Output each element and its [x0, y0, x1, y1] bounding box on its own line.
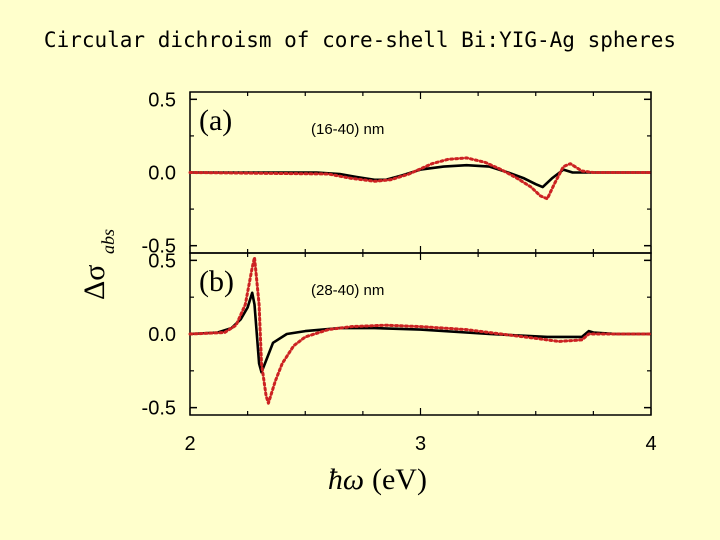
x-tick-label: 3 — [415, 433, 426, 455]
y-tick-label: 0.0 — [148, 163, 176, 185]
y-axis-subscript: abs — [98, 229, 118, 254]
y-tick-label: 0.5 — [148, 89, 176, 111]
panel-label: (a) — [199, 104, 232, 137]
panel-size-note: (16-40) nm — [311, 121, 384, 138]
panel-label: (b) — [199, 265, 234, 298]
x-tick-label: 2 — [184, 433, 195, 455]
x-axis-unit: (eV) — [372, 463, 427, 496]
x-tick-label: 4 — [645, 433, 656, 455]
series-line-dotted — [188, 156, 653, 201]
series-line-dotted — [188, 255, 653, 405]
plot-layer: 0.5 0.0 -0.5 (a) (16-40) nm 0.5 0.0 -0.5 (b) (28-… — [78, 89, 657, 496]
y-tick-label: -0.5 — [142, 236, 176, 258]
y-tick-label: 0.5 — [148, 250, 176, 272]
series-line-solid — [189, 291, 651, 374]
y-tick-label: 0.0 — [148, 324, 176, 346]
slide-title: Circular dichroism of core-shell Bi:YIG-… — [43, 28, 677, 52]
x-axis-symbol: ħω — [328, 463, 364, 496]
panel-size-note: (28-40) nm — [311, 282, 384, 299]
y-axis-symbol: Δσ — [78, 265, 111, 300]
y-tick-label: -0.5 — [142, 398, 176, 420]
